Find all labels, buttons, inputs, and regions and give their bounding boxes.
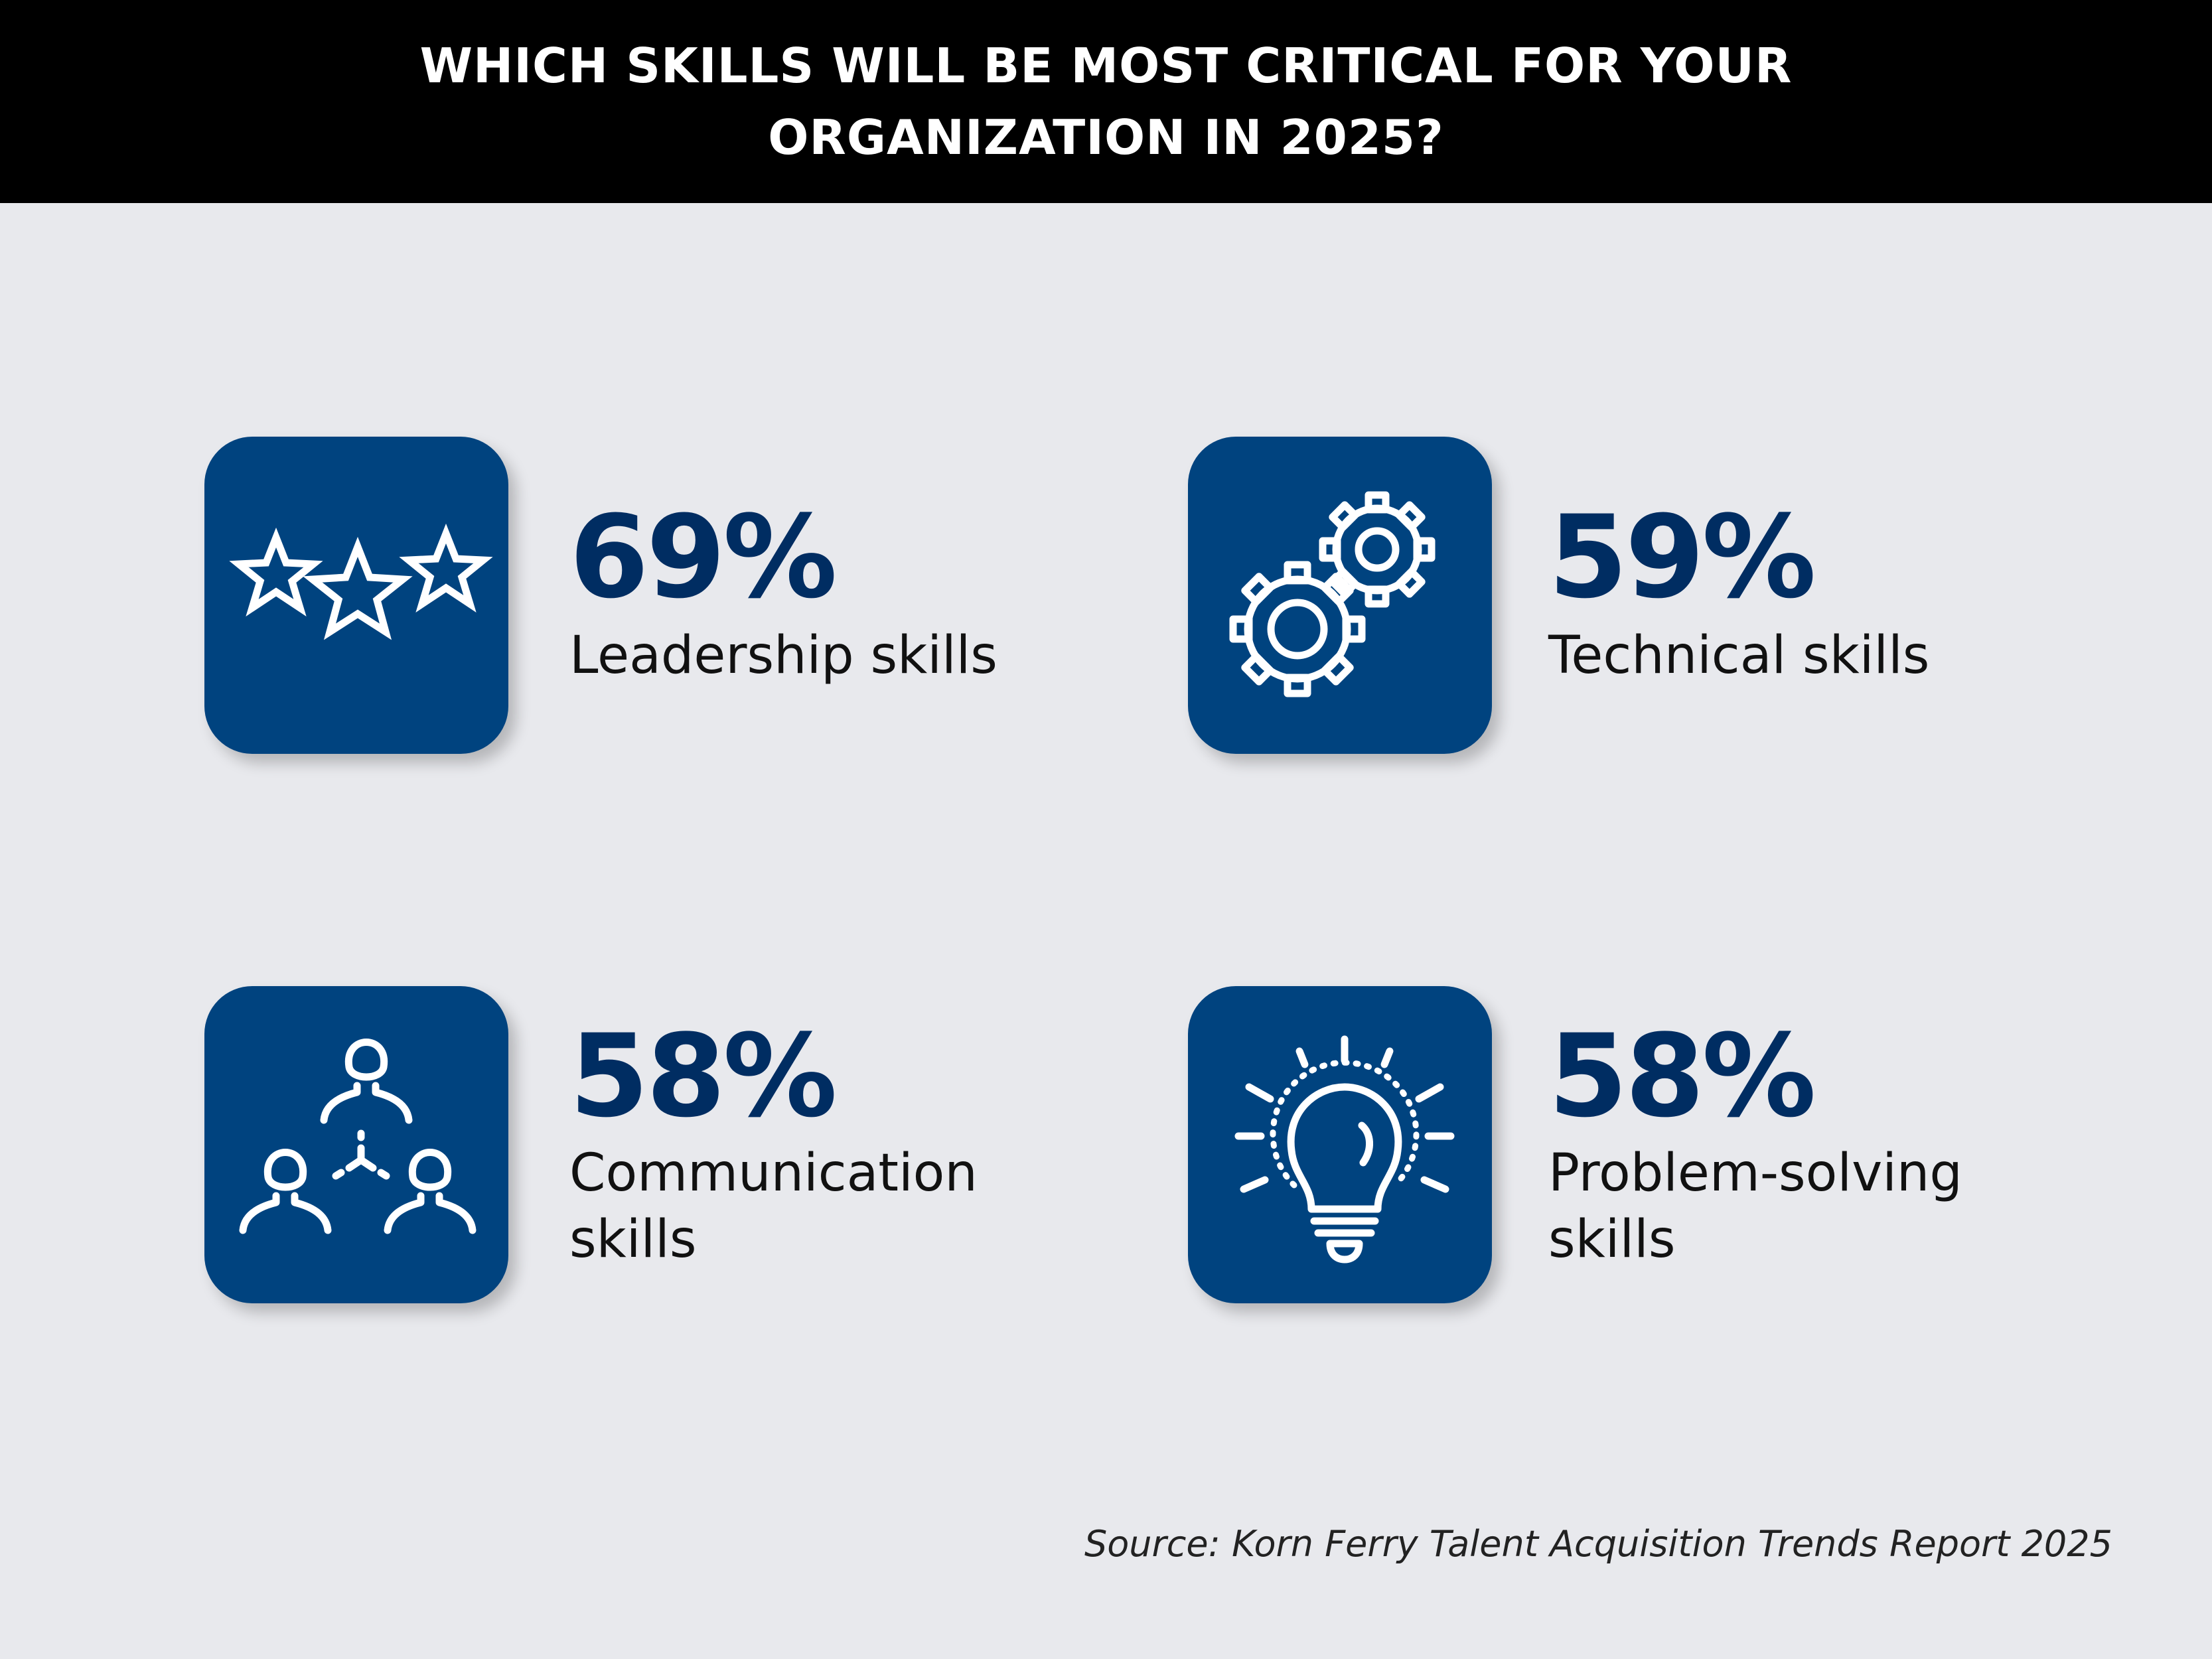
title-banner: WHICH SKILLS WILL BE MOST CRITICAL FOR Y… [0,0,2212,203]
communication-percent: 58% [569,1009,838,1143]
technical-percent: 59% [1548,490,1816,624]
communication-tile [204,986,508,1303]
problem-solving-percent: 58% [1548,1009,1816,1143]
leadership-label: Leadership skills [569,626,997,685]
gears-icon [1229,491,1436,697]
leadership-percent: 69% [569,490,838,624]
problem-solving-tile [1188,986,1492,1303]
communication-label: Communication skills [569,1143,978,1269]
people-network-icon [239,1039,477,1234]
source-note: Source: Korn Ferry Talent Acquisition Tr… [1084,1523,2112,1565]
leadership-tile [204,437,508,754]
problem-solving-label: Problem-solving skills [1548,1143,1962,1269]
technical-tile [1188,437,1492,754]
lightbulb-icon [1234,1035,1455,1263]
technical-label: Technical skills [1548,626,1930,685]
title-line-2: ORGANIZATION IN 2025? [768,109,1444,165]
title-line-1: WHICH SKILLS WILL BE MOST CRITICAL FOR Y… [419,38,1793,94]
stars-icon [229,524,493,640]
